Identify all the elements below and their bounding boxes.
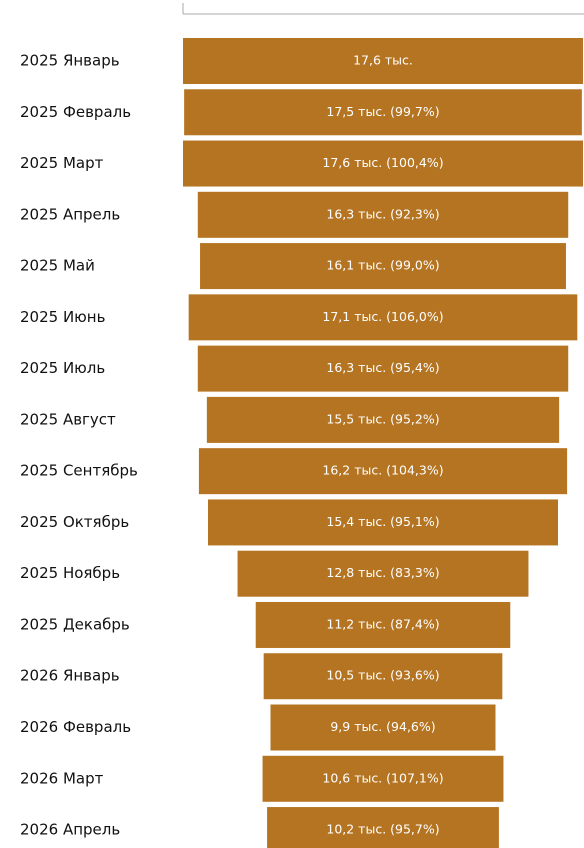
funnel-bar bbox=[206, 396, 560, 443]
category-label: 2025 Декабрь bbox=[20, 615, 130, 633]
value-label: 10,2 тыс. (95,7%) bbox=[326, 822, 439, 837]
category-label: 2025 Январь bbox=[20, 52, 120, 70]
funnel-bar bbox=[208, 499, 558, 546]
funnel-bar bbox=[198, 448, 568, 495]
value-label: 16,2 тыс. (104,3%) bbox=[322, 463, 443, 478]
value-label: 9,9 тыс. (94,6%) bbox=[330, 719, 435, 734]
funnel-bar bbox=[200, 243, 566, 290]
category-label: 2025 Июль bbox=[20, 359, 105, 377]
category-label: 2026 Апрель bbox=[20, 821, 120, 839]
value-label: 16,3 тыс. (95,4%) bbox=[326, 360, 439, 375]
funnel-bar bbox=[262, 755, 504, 802]
category-label: 2025 Август bbox=[20, 410, 116, 428]
category-label: 2025 Март bbox=[20, 154, 104, 172]
funnel-bar bbox=[188, 294, 578, 341]
funnel-bar bbox=[237, 550, 529, 597]
category-label: 2026 Февраль bbox=[20, 718, 131, 736]
funnel-bar bbox=[267, 807, 499, 848]
funnel-bar bbox=[263, 653, 503, 700]
category-label: 2026 Январь bbox=[20, 667, 120, 685]
funnel-bar bbox=[183, 140, 583, 187]
value-label: 17,5 тыс. (99,7%) bbox=[326, 104, 439, 119]
value-label: 16,1 тыс. (99,0%) bbox=[326, 258, 439, 273]
funnel-bar bbox=[197, 345, 569, 392]
category-label: 2025 Октябрь bbox=[20, 513, 129, 531]
value-label: 11,2 тыс. (87,4%) bbox=[326, 616, 439, 631]
value-label: 17,1 тыс. (106,0%) bbox=[322, 309, 443, 324]
value-label: 10,6 тыс. (107,1%) bbox=[322, 770, 443, 785]
category-label: 2025 Февраль bbox=[20, 103, 131, 121]
value-label: 12,8 тыс. (83,3%) bbox=[326, 565, 439, 580]
category-label: 2026 Март bbox=[20, 769, 104, 787]
category-label: 2025 Апрель bbox=[20, 205, 120, 223]
category-label: 2025 Май bbox=[20, 257, 95, 275]
value-label: 17,6 тыс. bbox=[353, 53, 413, 68]
funnel-bar bbox=[255, 601, 511, 648]
value-label: 17,6 тыс. (100,4%) bbox=[322, 155, 443, 170]
value-label: 15,5 тыс. (95,2%) bbox=[326, 411, 439, 426]
funnel-bar bbox=[197, 191, 569, 238]
value-label: 15,4 тыс. (95,1%) bbox=[326, 514, 439, 529]
category-label: 2025 Июнь bbox=[20, 308, 105, 326]
funnel-bar bbox=[270, 704, 496, 751]
value-label: 10,5 тыс. (93,6%) bbox=[326, 668, 439, 683]
category-label: 2025 Сентябрь bbox=[20, 462, 138, 480]
value-label: 16,3 тыс. (92,3%) bbox=[326, 206, 439, 221]
funnel-bar bbox=[184, 89, 582, 136]
category-label: 2025 Ноябрь bbox=[20, 564, 120, 582]
funnel-bar bbox=[183, 38, 583, 84]
